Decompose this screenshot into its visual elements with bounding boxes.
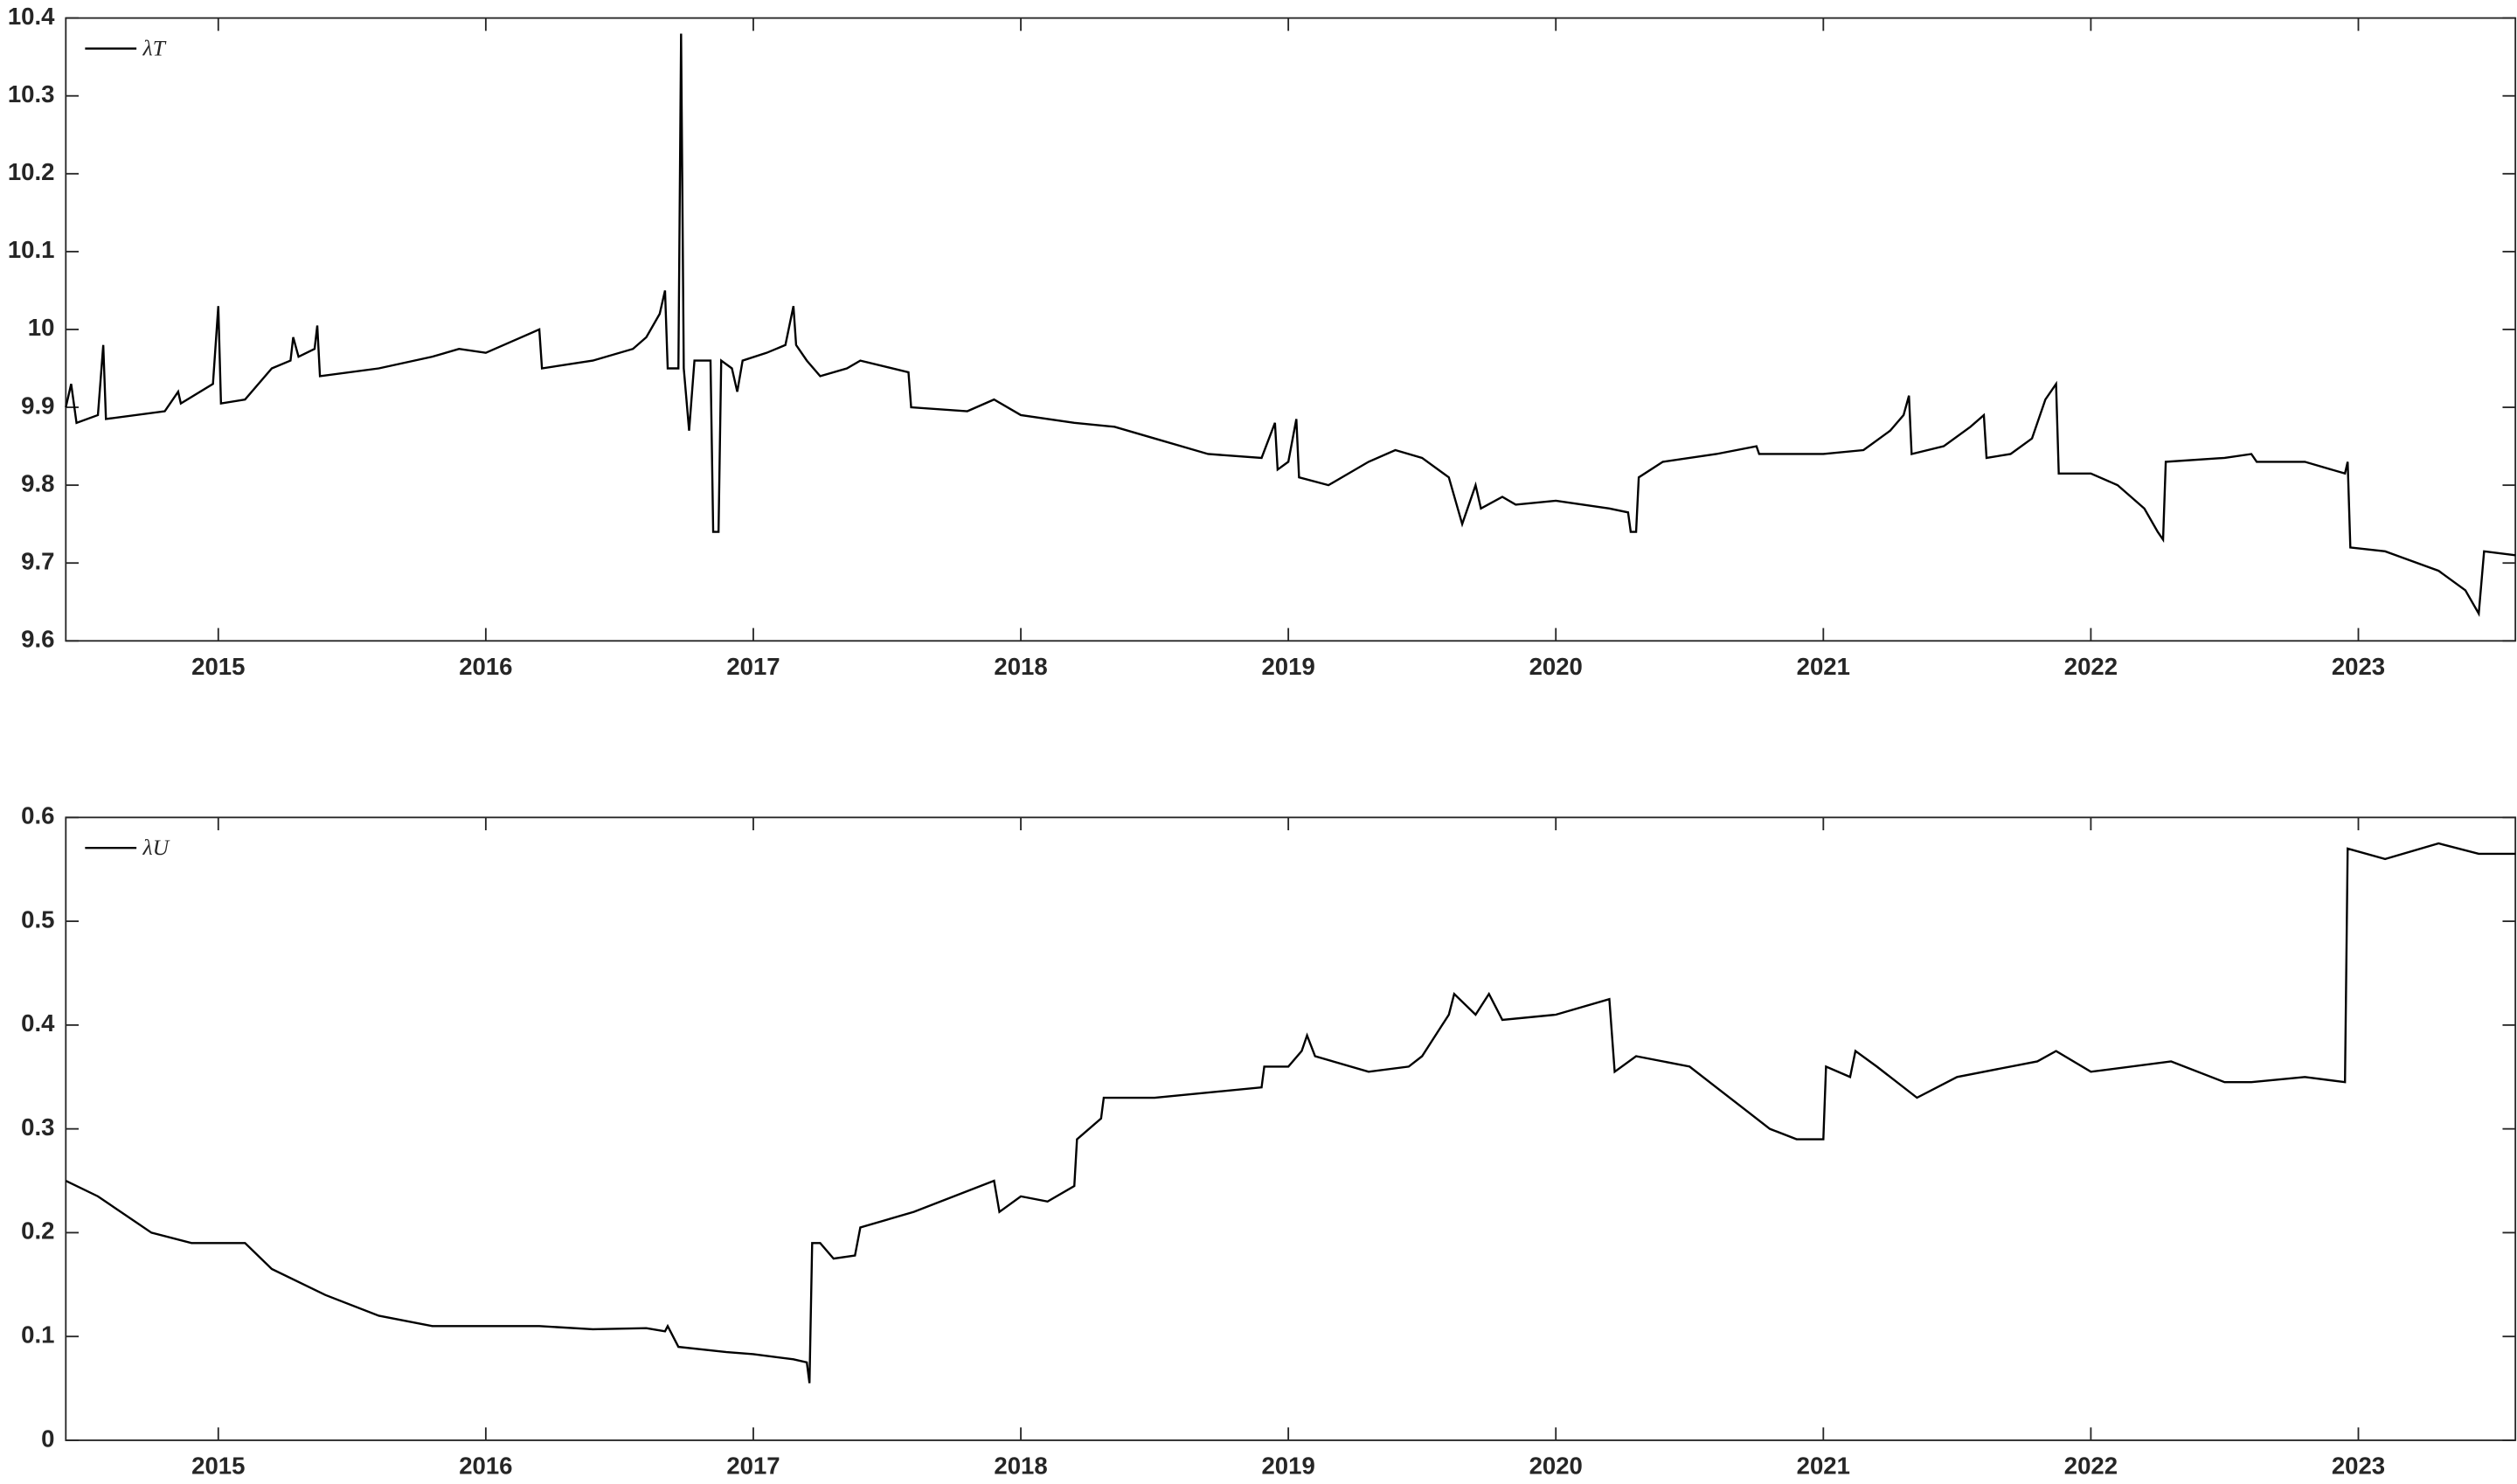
plot-frame xyxy=(65,816,2517,1441)
x-tick-label: 2023 xyxy=(2332,1452,2385,1479)
plot-frame xyxy=(65,17,2517,642)
y-tick-label: 9.6 xyxy=(21,626,54,653)
x-tick-label: 2018 xyxy=(994,653,1047,680)
x-tick-label: 2016 xyxy=(459,653,512,680)
series-line xyxy=(65,33,2516,618)
y-tick-label: 0.3 xyxy=(21,1113,54,1141)
x-tick-label: 2020 xyxy=(1529,1452,1583,1479)
x-tick-label: 2018 xyxy=(994,1452,1047,1479)
x-tick-label: 2021 xyxy=(1797,653,1850,680)
x-tick-label: 2019 xyxy=(1261,1452,1314,1479)
y-tick-label: 9.8 xyxy=(21,469,54,496)
x-tick-label: 2017 xyxy=(726,653,780,680)
x-tick-label: 2022 xyxy=(2064,653,2118,680)
y-tick-label: 10 xyxy=(28,314,55,341)
y-tick-label: 9.9 xyxy=(21,392,54,419)
y-tick-label: 9.7 xyxy=(21,547,54,574)
y-tick-label: 0 xyxy=(41,1425,54,1452)
y-tick-label: 0.4 xyxy=(21,1009,55,1037)
legend-label: λU xyxy=(142,835,170,860)
x-tick-label: 2015 xyxy=(191,1452,245,1479)
y-tick-label: 0.5 xyxy=(21,905,54,933)
x-tick-label: 2015 xyxy=(191,653,245,680)
y-tick-label: 0.2 xyxy=(21,1217,54,1245)
y-tick-label: 10.2 xyxy=(8,158,55,185)
y-tick-label: 10.4 xyxy=(8,3,55,30)
y-tick-label: 10.3 xyxy=(8,80,55,107)
x-tick-label: 2021 xyxy=(1797,1452,1850,1479)
legend-label: λT xyxy=(142,35,166,60)
y-tick-label: 0.1 xyxy=(21,1321,54,1348)
x-tick-label: 2016 xyxy=(459,1452,512,1479)
y-tick-label: 0.6 xyxy=(21,802,54,829)
x-tick-label: 2023 xyxy=(2332,653,2385,680)
x-tick-label: 2022 xyxy=(2064,1452,2118,1479)
x-tick-label: 2019 xyxy=(1261,653,1314,680)
y-tick-label: 10.1 xyxy=(8,236,55,263)
series-line xyxy=(65,842,2516,1383)
x-tick-label: 2017 xyxy=(726,1452,780,1479)
x-tick-label: 2020 xyxy=(1529,653,1583,680)
